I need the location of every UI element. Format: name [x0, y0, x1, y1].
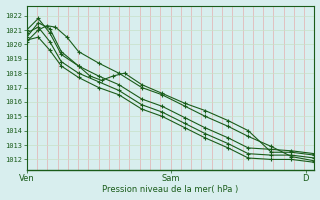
X-axis label: Pression niveau de la mer( hPa ): Pression niveau de la mer( hPa ) [102, 185, 239, 194]
